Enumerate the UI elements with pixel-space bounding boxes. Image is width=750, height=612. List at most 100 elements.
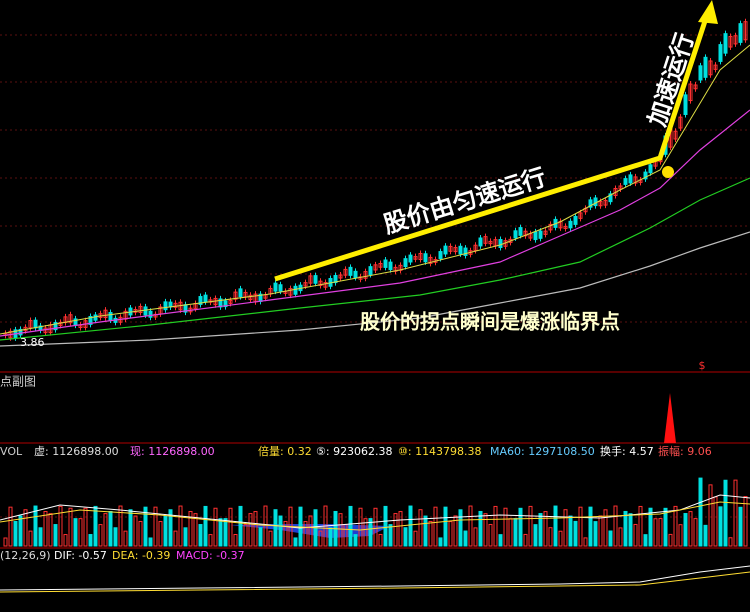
annotation-accelerate: 加速运行 <box>643 30 699 130</box>
volume-bar <box>448 521 453 547</box>
volume-bar <box>78 518 83 547</box>
candle-body <box>383 259 388 268</box>
volume-bar <box>558 530 563 547</box>
volume-bar <box>43 511 48 547</box>
volume-bar <box>413 530 418 547</box>
candle-body <box>418 252 423 261</box>
volume-bar <box>38 527 43 547</box>
candle-body <box>428 256 433 264</box>
candle-body <box>308 275 313 284</box>
candle-body <box>338 274 343 279</box>
volume-bar <box>583 537 588 547</box>
candle-body <box>498 239 503 249</box>
volume-bar <box>428 520 433 547</box>
macd-header: (12,26,9) DIF: -0.57 DEA: -0.39 MACD: -0… <box>0 549 245 562</box>
volume-bar <box>458 509 463 547</box>
candle-body <box>708 60 713 76</box>
volume-bar <box>738 506 743 547</box>
volume-bar <box>158 521 163 547</box>
volume-bar <box>53 524 58 547</box>
ma-magenta <box>0 109 750 337</box>
volume-bar <box>363 518 368 547</box>
candle-body <box>733 35 738 45</box>
volume-bar <box>728 537 733 547</box>
volume-bar <box>73 518 78 547</box>
candle-body <box>623 178 628 185</box>
candle-body <box>378 262 383 268</box>
volume-bar <box>103 513 108 547</box>
volume-bar <box>368 518 373 547</box>
volume-bar <box>48 513 53 547</box>
candles <box>3 18 748 341</box>
candle-body <box>478 237 483 247</box>
candle-body <box>388 261 393 271</box>
candle-body <box>738 23 743 43</box>
candle-body <box>713 64 718 70</box>
volume-bar <box>383 505 388 547</box>
volume-bar <box>208 534 213 547</box>
candle-body <box>18 328 23 336</box>
volume-header: VOL 虚: 1126898.00 现: 1126898.00 倍量: 0.32… <box>0 444 712 458</box>
volume-bar <box>163 515 168 547</box>
volume-bar <box>173 530 178 547</box>
volume-bar <box>693 518 698 547</box>
volume-bar <box>663 507 668 547</box>
candle-body <box>518 227 523 236</box>
volume-bar <box>123 530 128 547</box>
candle-body <box>453 247 458 253</box>
volume-bar <box>398 511 403 547</box>
volume-bar <box>273 509 278 547</box>
candle-body <box>293 285 298 295</box>
volume-bar <box>618 527 623 547</box>
volume-bar <box>708 484 713 547</box>
macd-dif <box>0 565 750 591</box>
volume-bar <box>503 507 508 547</box>
volume-bar <box>538 513 543 547</box>
volume-bar <box>453 515 458 547</box>
volume-bar <box>568 515 573 547</box>
candle-body <box>353 270 358 279</box>
volume-bar <box>518 507 523 547</box>
candle-body <box>303 282 308 287</box>
volume-bar <box>683 513 688 547</box>
volume-bar <box>638 505 643 547</box>
vol-item: 倍量: 0.32 <box>258 444 312 458</box>
volume-bar <box>553 505 558 547</box>
volume-bar <box>478 510 483 547</box>
volume-bar <box>633 523 638 547</box>
volume-bar <box>228 507 233 547</box>
volume-bar <box>183 527 188 547</box>
volume-bar <box>258 527 263 547</box>
candle-body <box>138 305 143 313</box>
volume-bar <box>193 513 198 547</box>
volume-bar <box>543 511 548 547</box>
candle-body <box>688 83 693 102</box>
volume-bar <box>388 524 393 547</box>
volume-bar <box>93 505 98 547</box>
volume-bar <box>328 527 333 547</box>
candle-body <box>248 294 253 301</box>
volume-bar <box>168 509 173 547</box>
volume-bar <box>613 505 618 547</box>
volume-bar <box>238 505 243 547</box>
signal-dot <box>662 166 674 178</box>
candle-body <box>513 230 518 239</box>
candle-body <box>413 256 418 260</box>
candle-body <box>313 275 318 284</box>
macd-item: (12,26,9) <box>0 549 51 562</box>
candle-body <box>443 245 448 255</box>
volume-bar <box>658 518 663 547</box>
volume-bar <box>668 533 673 547</box>
candle-body <box>278 284 283 292</box>
volume-bar <box>488 523 493 547</box>
candle-body <box>343 268 348 276</box>
signal-spike <box>664 393 676 443</box>
volume-bar <box>283 520 288 547</box>
volume-bar <box>498 534 503 547</box>
vol-item: ⑤: 923062.38 <box>316 445 393 458</box>
volume-bar <box>588 506 593 547</box>
volume-bar <box>243 524 248 547</box>
ma-green <box>0 177 750 341</box>
candle-body <box>93 314 98 321</box>
volume-bar <box>593 521 598 547</box>
